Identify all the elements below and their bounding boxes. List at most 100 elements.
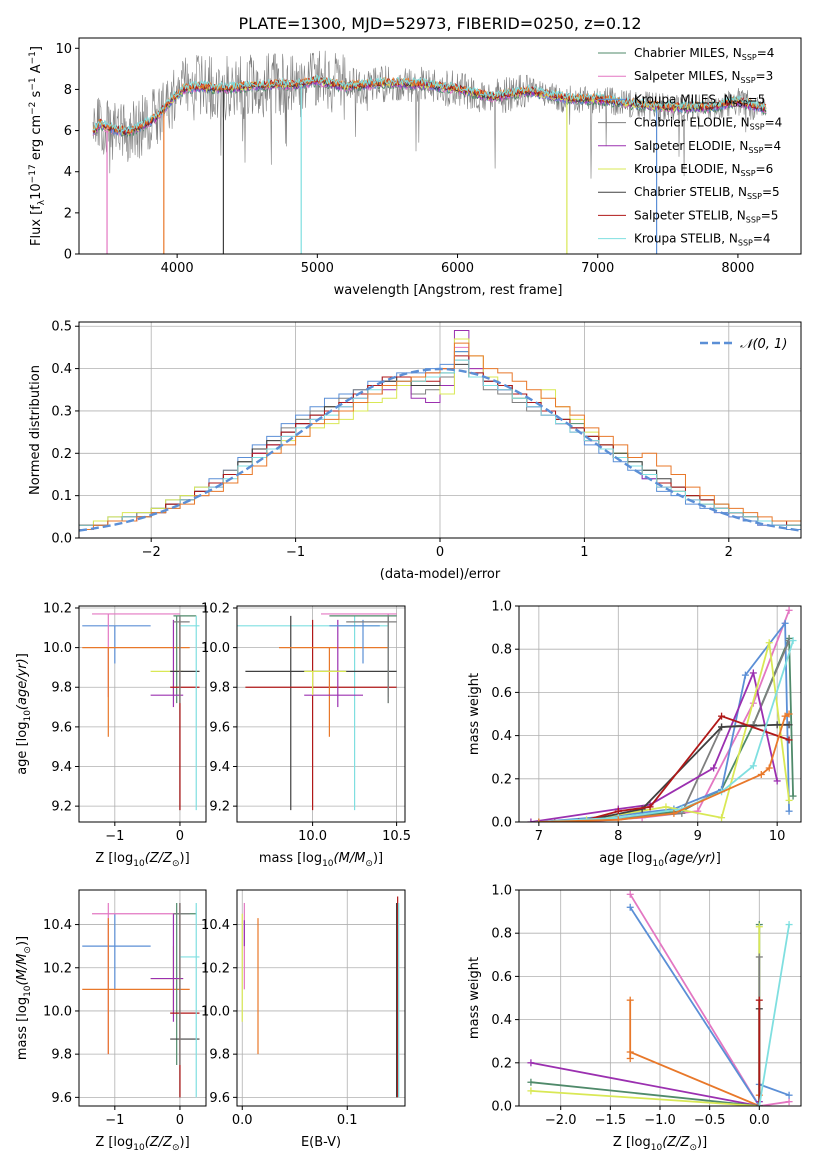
x-tick-label: 0.0	[749, 1113, 770, 1128]
y-axis-label-part: −1	[28, 77, 38, 90]
y-axis-label-part: 10	[23, 710, 33, 722]
legend-label-sub: SSP	[741, 76, 756, 85]
x-tick-label: 8000	[721, 261, 754, 276]
legend-label-sub: SSP	[747, 192, 762, 201]
x-tick-label: 10.5	[382, 829, 411, 844]
legend-label: Kroupa STELIB, NSSP=4	[634, 232, 771, 248]
y-axis-label: mass [log10(M/M⊙)]	[15, 936, 33, 1060]
x-axis-label-part: (Z/Z	[662, 1135, 690, 1150]
y-tick-label: 0	[64, 248, 72, 263]
legend-label-suffix: =4	[753, 232, 771, 246]
y-axis-label: Normed distribution	[28, 365, 43, 495]
y-tick-label: 10.0	[201, 1004, 230, 1019]
x-tick-label: −1.5	[595, 1113, 627, 1128]
errorbar-layer	[82, 613, 200, 811]
y-axis-label-part: −17	[28, 164, 38, 183]
x-tick-label: 4000	[161, 261, 194, 276]
y-tick-label: 9.4	[209, 760, 230, 775]
legend-label-sub: SSP	[738, 239, 753, 248]
legend-label-text: Chabrier ELODIE, N	[634, 116, 750, 130]
x-tick-label: 0	[176, 829, 184, 844]
y-axis-label-part: erg cm	[29, 115, 44, 164]
y-axis-label-part: mass [log	[15, 997, 30, 1060]
legend-label-suffix: =6	[756, 162, 774, 176]
x-axis-label-part: Z [log	[95, 1135, 133, 1150]
legend-label: Kroupa MILES, NSSP=5	[634, 92, 765, 108]
x-axis-label-part: (M/M	[334, 851, 366, 866]
legend-label-sub: SSP	[742, 53, 757, 62]
y-axis-label: age [log10(age/yr)]	[15, 653, 33, 775]
y-axis-label: Flux [fλ10−17 erg cm−2 s−1 A−1]	[28, 46, 47, 246]
errorbar-layer	[237, 613, 397, 811]
x-tick-label: 0	[436, 545, 444, 560]
y-axis-label-part: (age/yr)	[15, 658, 30, 710]
y-axis-label-part: (M/M	[15, 954, 30, 986]
y-tick-label: 2	[64, 206, 72, 221]
y-axis-label-part: )]	[15, 936, 30, 946]
series-line	[758, 924, 790, 1106]
mass_vs_ebv-panel: 0.0 0.1 9.6 9.8 10.0 10.2 10.4 E(B-V)	[201, 889, 406, 1150]
y-tick-label: 9.6	[51, 720, 72, 735]
x-axis-label-part: )]	[180, 1135, 190, 1150]
legend-label-sub: SSP	[733, 99, 748, 108]
series-line	[530, 926, 761, 1106]
x-tick-label: 7000	[581, 261, 614, 276]
x-tick-label: 6000	[441, 261, 474, 276]
y-axis-label-part: 10	[29, 183, 44, 200]
x-tick-label: −0.5	[694, 1113, 726, 1128]
y-tick-label: 9.4	[51, 760, 72, 775]
x-axis-label-part: Z [log	[613, 1135, 651, 1150]
y-tick-label: 10.4	[43, 918, 72, 933]
y-axis-label-part: ]	[15, 653, 30, 658]
series-line	[530, 1061, 761, 1106]
y-tick-label: 0.2	[51, 447, 72, 462]
series-line	[530, 924, 761, 1106]
gaussian-curve	[79, 367, 801, 532]
x-axis-label-part: 10	[133, 1143, 145, 1153]
legend-label: Chabrier MILES, NSSP=4	[634, 46, 774, 62]
y-axis-label-part: −1	[28, 51, 38, 64]
y-tick-label: 10.2	[43, 961, 72, 976]
legend-label-suffix: =4	[765, 116, 783, 130]
y-tick-label: 9.6	[209, 1091, 230, 1106]
x-tick-label: −1	[105, 1113, 124, 1128]
series-line	[629, 893, 790, 1106]
errorbar-layer	[241, 896, 400, 1098]
x-axis-label: mass [log10(M/M⊙)]	[259, 851, 383, 869]
x-tick-label: 10.0	[298, 829, 327, 844]
x-axis-label: Z [log10(Z/Z⊙)]	[613, 1135, 707, 1153]
x-axis-label: Z [log10(Z/Z⊙)]	[95, 851, 189, 869]
legend-label: Salpeter ELODIE, NSSP=4	[634, 139, 781, 155]
x-tick-label: −1	[105, 829, 124, 844]
mass_vs_Z-panel: −1 09.69.810.010.210.4Z [log10(Z/Z⊙)]mass…	[15, 889, 207, 1153]
x-tick-label: −1.0	[644, 1113, 676, 1128]
y-tick-label: 10	[55, 42, 72, 57]
x-axis-label-part: ⊙	[172, 1143, 180, 1153]
y-tick-label: 10.0	[201, 641, 230, 656]
errorbar-layer	[82, 902, 200, 1098]
y-tick-label: 9.6	[209, 720, 230, 735]
legend-label: Kroupa ELODIE, NSSP=6	[634, 162, 773, 178]
y-tick-label: 8	[64, 83, 72, 98]
y-axis-label-part: A	[29, 64, 44, 77]
x-tick-label: −1	[286, 545, 305, 560]
x-axis-label-part: ⊙	[365, 859, 373, 869]
legend-label-text: Chabrier MILES, N	[634, 46, 742, 60]
y-tick-label: 10.2	[201, 961, 230, 976]
y-tick-label: 0.8	[491, 927, 512, 942]
y-tick-label: 10.0	[43, 641, 72, 656]
y-tick-label: 1.0	[491, 884, 512, 899]
y-tick-label: 0.5	[51, 320, 72, 335]
y-tick-label: 1.0	[491, 600, 512, 615]
x-tick-label: 1	[580, 545, 588, 560]
legend-label-suffix: =5	[748, 92, 766, 106]
y-axis-label: mass weight	[467, 673, 482, 755]
y-axis-label-part: 10	[23, 985, 33, 997]
x-tick-label: 0	[176, 1113, 184, 1128]
legend-label-suffix: =5	[762, 185, 780, 199]
residuals-panel: −2 −1 0 1 2 0.0 0.1 0.2 0.3 0.4 0.5 (data-model)/er…	[28, 320, 802, 582]
y-tick-label: 10.2	[201, 601, 230, 616]
x-axis-label-part: (Z/Z	[145, 1135, 173, 1150]
axes-frame	[78, 37, 802, 255]
